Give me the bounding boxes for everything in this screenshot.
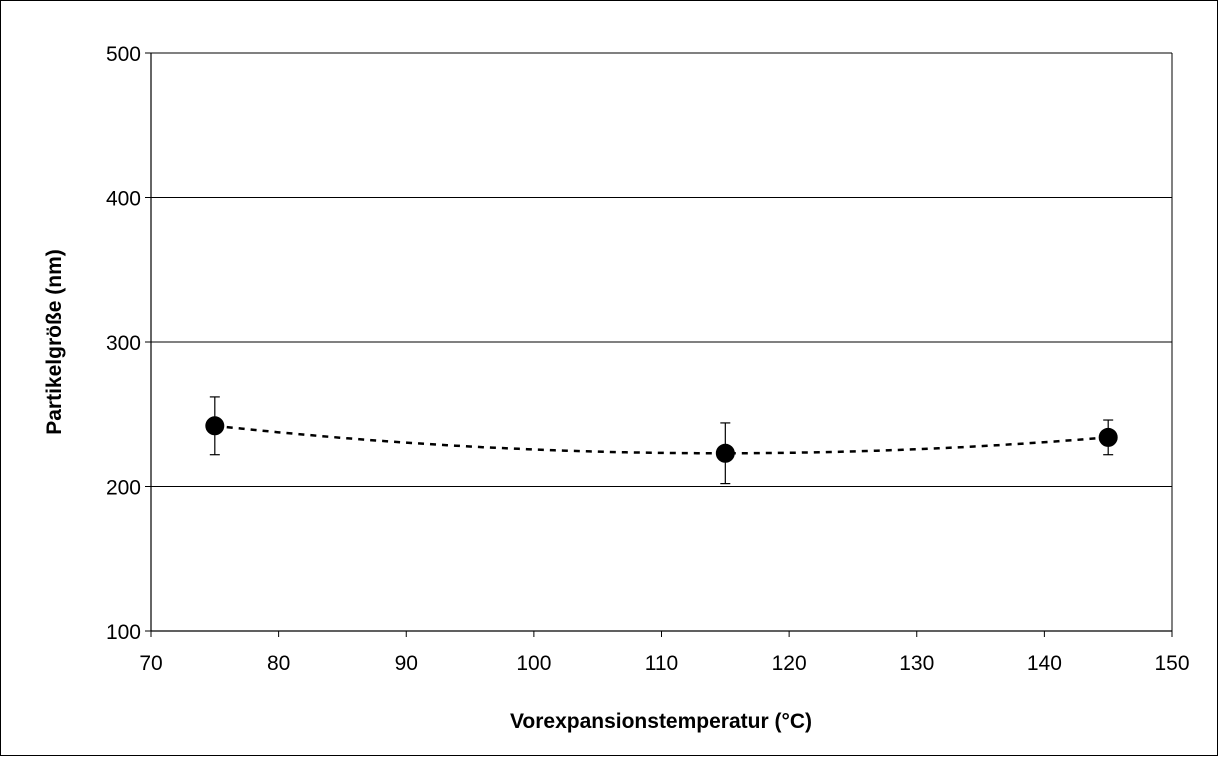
x-tick-label: 140 — [1027, 652, 1062, 675]
y-tick-label: 400 — [106, 188, 141, 211]
y-tick-label: 200 — [106, 477, 141, 500]
x-tick-label: 130 — [899, 652, 934, 675]
x-tick-label: 100 — [516, 652, 551, 675]
y-tick-label: 100 — [106, 621, 141, 644]
y-axis-title: Partikelgröße (nm) — [43, 249, 66, 435]
data-point — [205, 416, 225, 436]
data-points — [205, 416, 1118, 463]
y-tick-label: 500 — [106, 43, 141, 66]
data-point — [1098, 427, 1118, 447]
y-tick-label: 300 — [106, 332, 141, 355]
x-tick-label: 70 — [139, 652, 162, 675]
x-tick-label: 120 — [772, 652, 807, 675]
trendline — [214, 424, 1109, 455]
data-point — [715, 443, 735, 463]
gridlines — [151, 52, 1172, 487]
x-tick-label: 90 — [395, 652, 418, 675]
x-tick-label: 150 — [1154, 652, 1189, 675]
x-tick-label: 110 — [645, 652, 678, 675]
trendline-path — [214, 424, 1109, 455]
x-tick-label: 80 — [267, 652, 290, 675]
x-axis-title: Vorexpansionstemperatur (°C) — [510, 710, 812, 733]
y-axis-ticks: 100 200 300 400 500 — [106, 43, 151, 644]
error-bars — [209, 396, 1114, 485]
x-axis-ticks: 70 80 90 100 110 120 130 140 150 — [139, 631, 1190, 675]
